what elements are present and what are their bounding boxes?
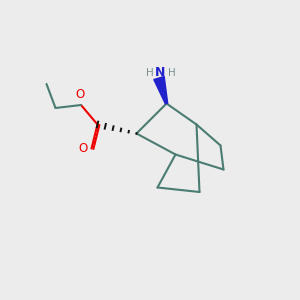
Text: O: O bbox=[79, 142, 88, 155]
Text: O: O bbox=[76, 88, 85, 101]
Text: N: N bbox=[155, 66, 166, 79]
Text: H: H bbox=[146, 68, 153, 78]
Polygon shape bbox=[154, 76, 168, 104]
Text: H: H bbox=[168, 68, 176, 78]
